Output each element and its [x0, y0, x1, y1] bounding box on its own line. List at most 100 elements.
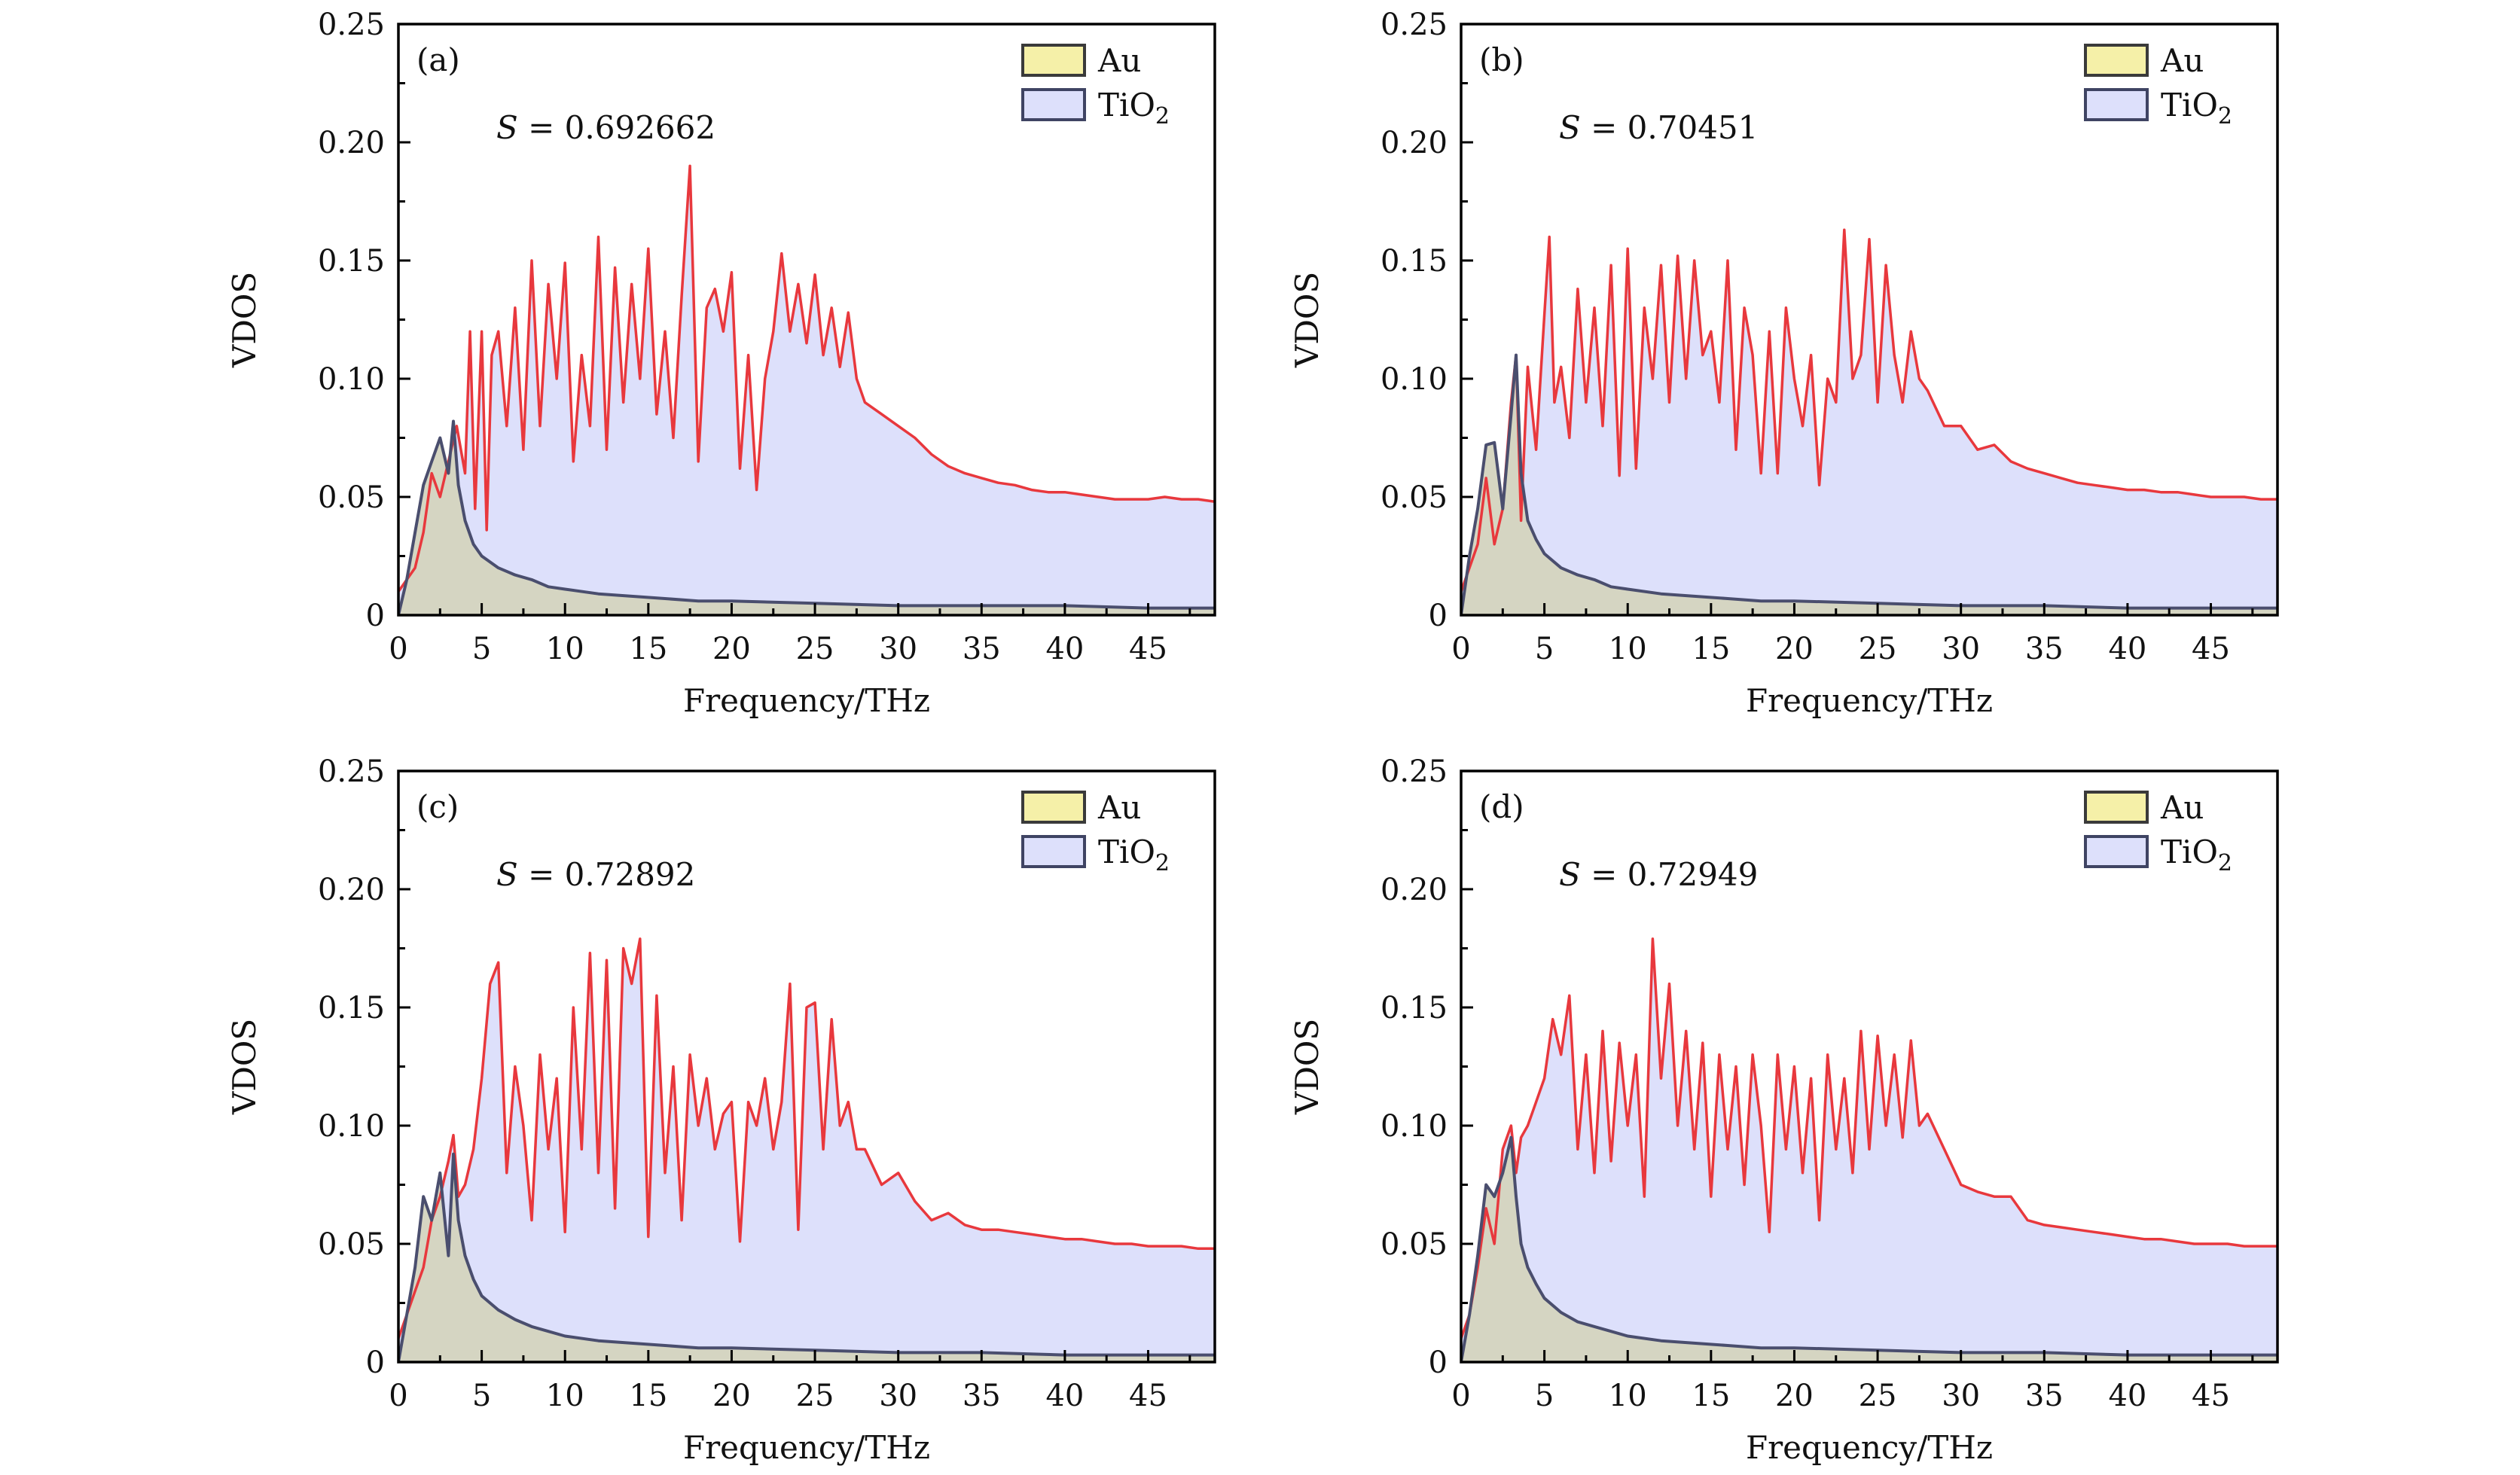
x-axis-title: Frequency/THz — [683, 1429, 930, 1466]
y-tick-label: 0.20 — [318, 126, 385, 160]
x-tick-label: 45 — [2192, 1379, 2230, 1413]
x-tick-label: 35 — [2025, 632, 2064, 666]
legend-label-au: Au — [2160, 789, 2204, 826]
y-tick-label: 0.10 — [1381, 362, 1448, 397]
x-tick-label: 5 — [472, 1379, 491, 1413]
au-area — [398, 1153, 1215, 1362]
x-tick-label: 45 — [1129, 1379, 1167, 1413]
chart-panel: 0 5 10 15 20 25 30 35 40 45 0 0.05 0.10 0.15 0.20 0.25 F… — [226, 8, 1216, 719]
y-tick-label: 0.10 — [318, 362, 385, 397]
chart-panel: 0 5 10 15 20 25 30 35 40 45 0 0.05 0.10 0.15 0.20 0.25 F… — [1289, 8, 2279, 719]
chart-panel: 0 5 10 15 20 25 30 35 40 45 0 0.05 0.10 0.15 0.20 0.25 F… — [226, 754, 1216, 1466]
y-tick-label: 0.15 — [318, 244, 385, 279]
x-tick-label: 30 — [1942, 632, 1980, 666]
y-tick-label: 0.10 — [1381, 1109, 1448, 1144]
x-axis-title: Frequency/THz — [1746, 1429, 1993, 1466]
legend-swatch-au — [1021, 44, 1086, 77]
x-tick-label: 15 — [629, 1379, 667, 1413]
x-tick-label: 25 — [796, 1379, 834, 1413]
x-tick-label: 20 — [712, 632, 751, 666]
x-tick-label: 25 — [1859, 1379, 1897, 1413]
panel-label: (c) — [416, 788, 459, 825]
y-axis-title: VDOS — [1289, 1019, 1326, 1115]
s-variable: S — [496, 109, 518, 146]
x-tick-label: 5 — [1535, 1379, 1554, 1413]
y-tick-label: 0.25 — [318, 8, 385, 42]
legend-swatch-au — [2084, 44, 2149, 77]
y-tick-label: 0.05 — [318, 1227, 385, 1262]
x-tick-label: 15 — [1692, 1379, 1730, 1413]
s-value: = 0.70451 — [1581, 109, 1759, 146]
s-annotation: S = 0.70451 — [1559, 109, 1758, 146]
tio2-line — [1461, 228, 2277, 593]
legend-label-au: Au — [1097, 789, 1141, 826]
tio2-area — [398, 166, 1215, 615]
x-tick-label: 5 — [1535, 632, 1554, 666]
y-tick-label: 0 — [366, 599, 385, 633]
tio2-area — [398, 938, 1215, 1362]
s-value: = 0.692662 — [518, 109, 715, 146]
legend-swatch-au — [1021, 791, 1086, 824]
chart-panel: 0 5 10 15 20 25 30 35 40 45 0 0.05 0.10 0.15 0.20 0.25 F… — [1289, 754, 2279, 1466]
x-axis-title: Frequency/THz — [683, 682, 930, 719]
x-tick-label: 30 — [879, 632, 917, 666]
x-tick-label: 0 — [389, 1379, 407, 1413]
plot-area — [398, 164, 1215, 615]
au-area — [1461, 1137, 2277, 1362]
y-tick-label: 0.15 — [1381, 991, 1448, 1025]
au-line — [398, 419, 1215, 615]
plot-area — [398, 937, 1215, 1362]
x-tick-label: 45 — [2192, 632, 2230, 666]
x-tick-label: 0 — [389, 632, 407, 666]
y-axis-title: VDOS — [226, 1019, 263, 1115]
x-tick-label: 0 — [1451, 1379, 1470, 1413]
s-annotation: S = 0.692662 — [496, 109, 715, 146]
y-tick-label: 0.25 — [318, 754, 385, 789]
y-tick-label: 0.10 — [318, 1109, 385, 1144]
x-tick-label: 15 — [1692, 632, 1730, 666]
y-tick-label: 0.25 — [1381, 754, 1448, 789]
plot-area — [1461, 228, 2277, 615]
y-tick-label: 0.15 — [318, 991, 385, 1025]
s-variable: S — [1559, 109, 1581, 146]
tio2-line — [398, 937, 1215, 1339]
x-tick-label: 20 — [1775, 632, 1814, 666]
panel-label: (a) — [416, 41, 460, 78]
tio2-line — [398, 164, 1215, 593]
x-tick-label: 40 — [1045, 632, 1084, 666]
au-area — [1461, 355, 2277, 615]
au-area — [398, 421, 1215, 615]
y-tick-label: 0.20 — [318, 873, 385, 907]
legend-label-au: Au — [2160, 42, 2204, 79]
legend-swatch-tio2 — [1021, 835, 1086, 868]
s-value: = 0.72892 — [518, 856, 696, 893]
y-tick-label: 0 — [1429, 1345, 1448, 1380]
x-tick-label: 20 — [712, 1379, 751, 1413]
x-tick-label: 45 — [1129, 632, 1167, 666]
x-tick-label: 10 — [546, 1379, 584, 1413]
y-tick-label: 0.20 — [1381, 873, 1448, 907]
x-tick-label: 15 — [629, 632, 667, 666]
x-tick-label: 10 — [546, 632, 584, 666]
s-annotation: S = 0.72892 — [496, 856, 695, 893]
legend-label-tio2: TiO2 — [1098, 87, 1170, 130]
x-tick-label: 20 — [1775, 1379, 1814, 1413]
x-tick-label: 35 — [963, 632, 1001, 666]
y-tick-label: 0 — [1429, 599, 1448, 633]
plot-area — [1461, 937, 2277, 1362]
y-tick-label: 0.05 — [1381, 1227, 1448, 1262]
au-line — [398, 1152, 1215, 1362]
s-variable: S — [496, 856, 518, 893]
legend-swatch-au — [2084, 791, 2149, 824]
legend-swatch-tio2 — [2084, 835, 2149, 868]
au-line — [1461, 353, 2277, 615]
tio2-area — [1461, 230, 2277, 615]
x-tick-label: 5 — [472, 632, 491, 666]
y-axis-title: VDOS — [226, 272, 263, 368]
x-axis-title: Frequency/THz — [1746, 682, 1993, 719]
x-tick-label: 30 — [1942, 1379, 1980, 1413]
x-tick-label: 0 — [1451, 632, 1470, 666]
panel-label: (b) — [1479, 41, 1524, 78]
x-tick-label: 10 — [1609, 1379, 1647, 1413]
